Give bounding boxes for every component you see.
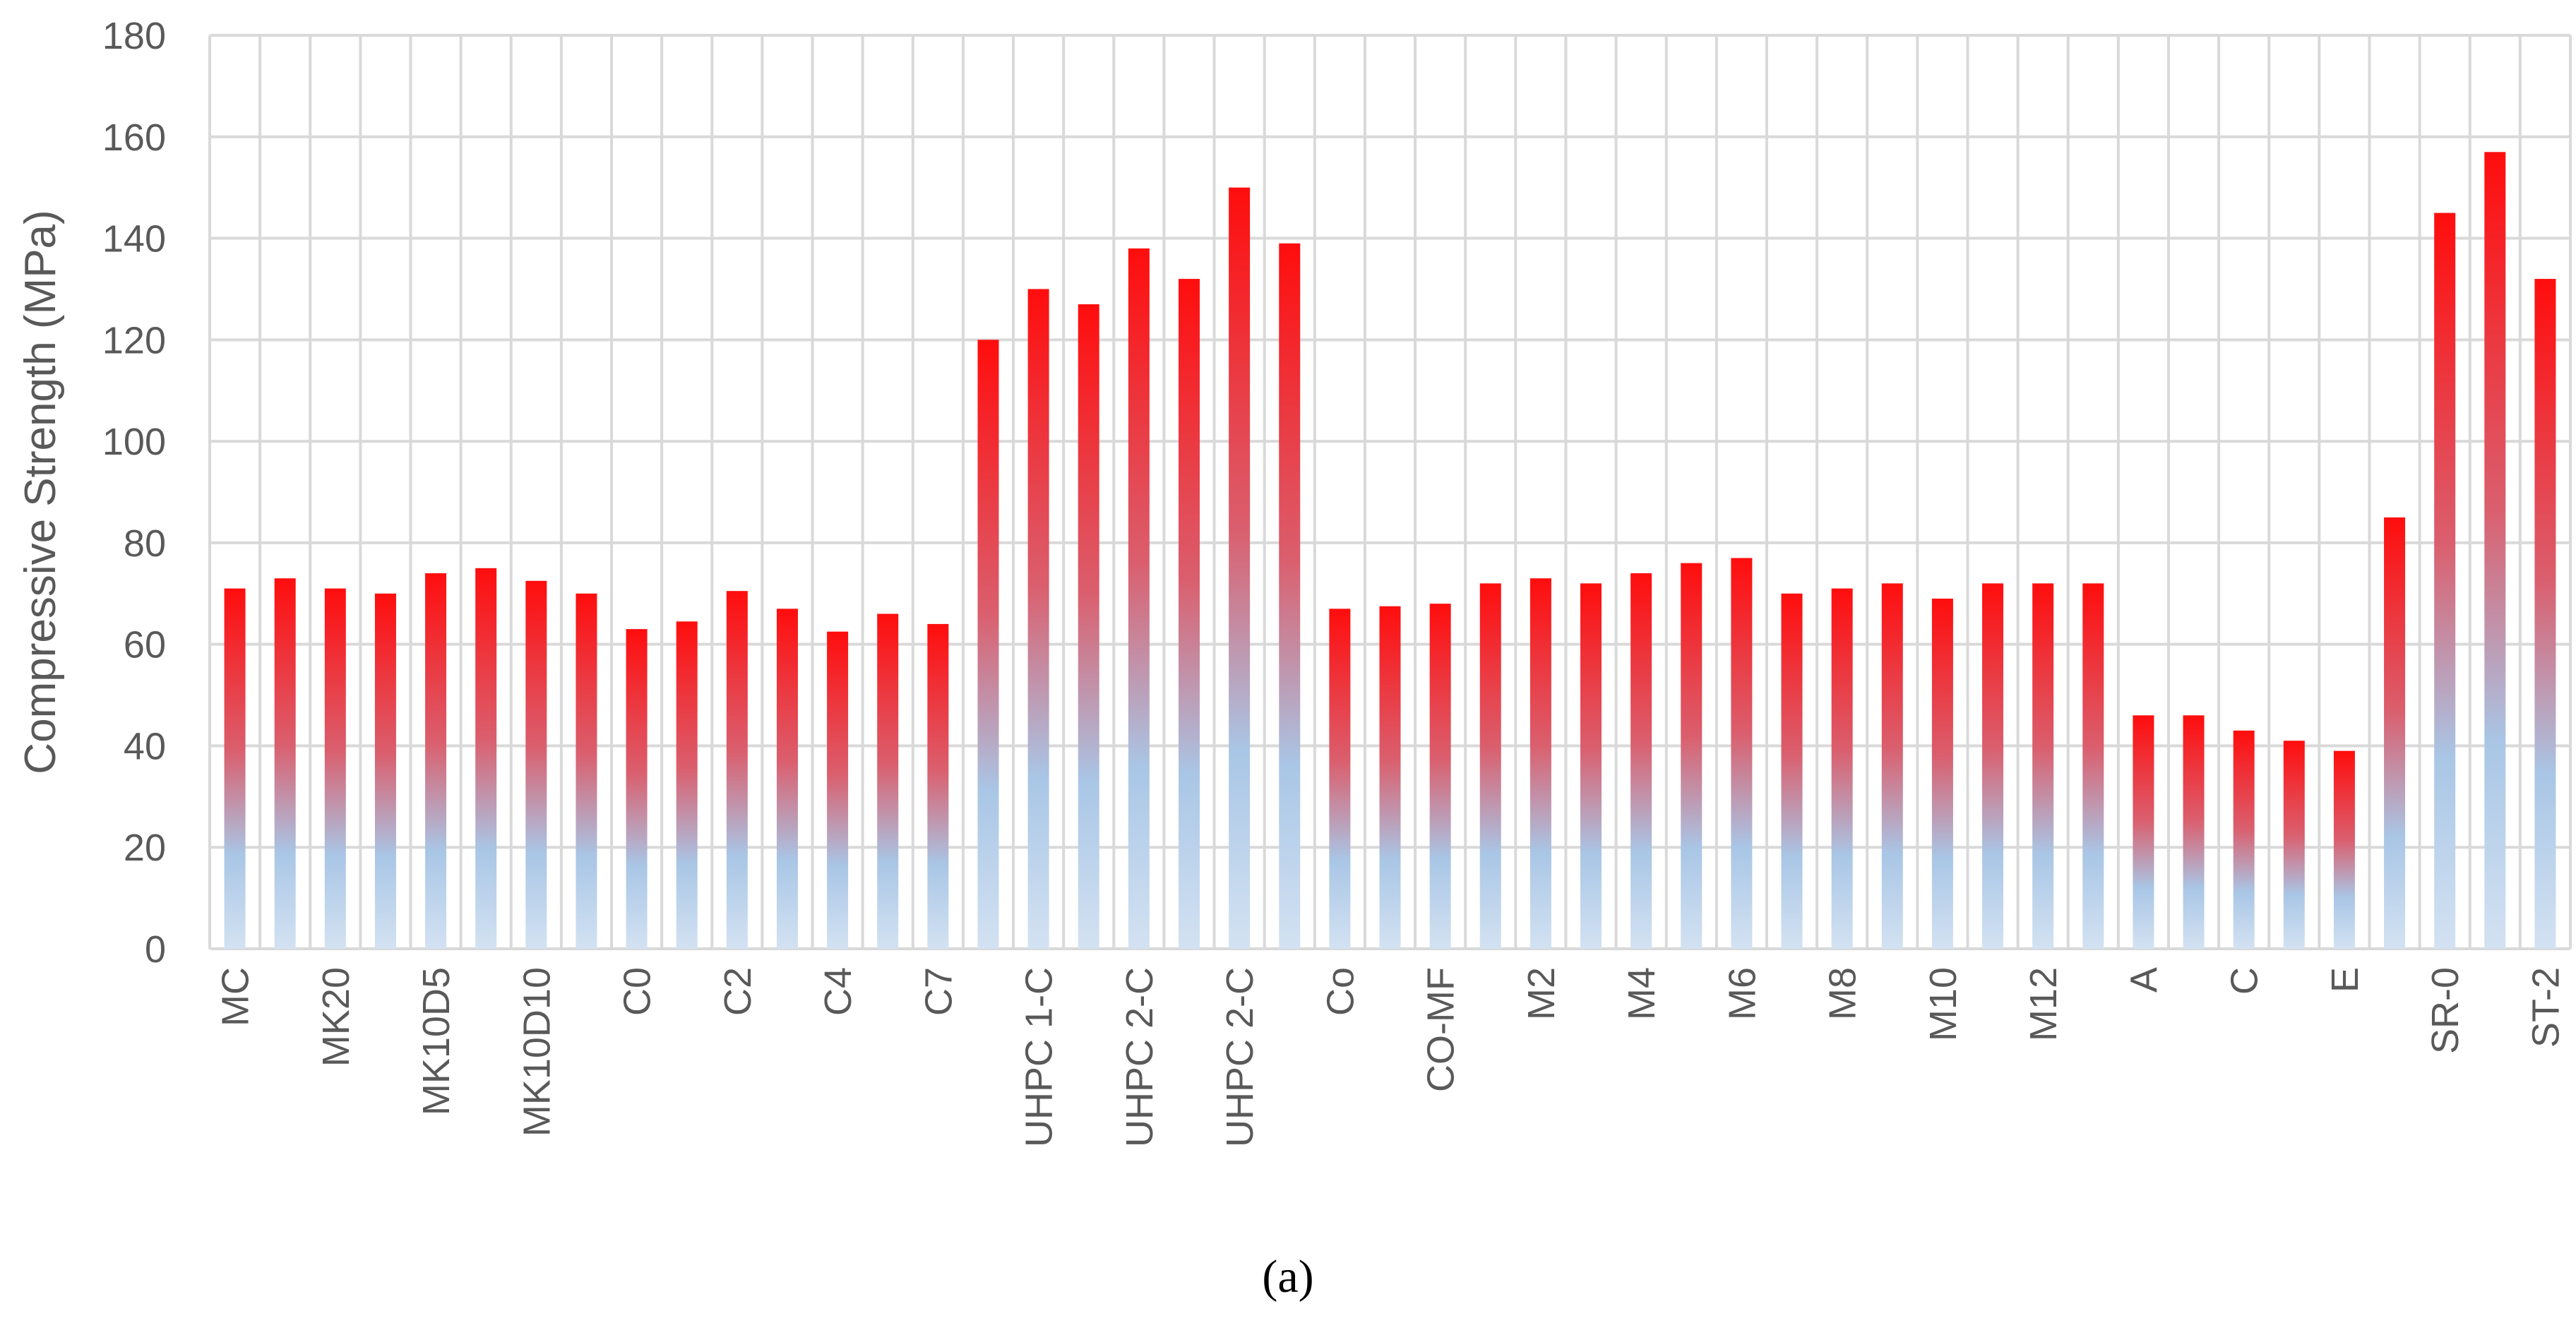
x-tick-label: C4: [817, 967, 859, 1016]
bar: [2233, 730, 2255, 949]
bar: [324, 588, 346, 949]
y-tick-label: 140: [102, 218, 166, 260]
bar: [726, 591, 748, 949]
bar: [576, 593, 597, 949]
gridlines: [208, 34, 2572, 950]
x-tick-label: M4: [1621, 967, 1663, 1020]
bar: [977, 340, 999, 949]
x-tick-label: MK10D10: [515, 967, 558, 1137]
bar: [1329, 609, 1351, 949]
x-tick-label: M2: [1520, 967, 1563, 1020]
bar: [2333, 750, 2355, 949]
bar: [1831, 588, 1853, 949]
bar: [1630, 573, 1652, 949]
x-tick-label: MK20: [315, 967, 357, 1067]
x-tick-label: MK10D5: [415, 967, 458, 1115]
y-axis-title: Compressive Strength (MPa): [16, 210, 65, 774]
x-tick-label: A: [2123, 967, 2165, 993]
y-tick-label: 20: [124, 827, 166, 869]
bar: [1379, 606, 1401, 949]
bar: [525, 580, 547, 949]
bar: [676, 621, 698, 949]
bar: [374, 593, 396, 949]
bar: [1580, 583, 1602, 949]
bar: [1881, 583, 1903, 949]
bar: [2032, 583, 2054, 949]
bar: [1229, 187, 1251, 949]
y-tick-label: 40: [124, 725, 166, 767]
bar: [1128, 248, 1150, 949]
y-axis-ticks: 0 20 40 60 80 100 120 140 160 180: [102, 15, 166, 971]
bar: [1429, 604, 1451, 949]
bar: [274, 578, 296, 949]
x-tick-label: UHPC 2-C: [1219, 967, 1261, 1147]
y-tick-label: 160: [102, 116, 166, 159]
bar: [1781, 593, 1803, 949]
bar: [1931, 598, 1953, 949]
x-tick-label: SR-0: [2424, 967, 2467, 1054]
bar: [626, 629, 648, 949]
x-tick-label: M6: [1721, 967, 1763, 1020]
bar: [1731, 558, 1753, 949]
bar: [1279, 243, 1301, 949]
x-tick-label: M10: [1922, 967, 1964, 1041]
x-tick-label: M12: [2022, 967, 2065, 1041]
bar: [1982, 583, 2004, 949]
bars: [224, 152, 2556, 949]
y-tick-label: 180: [102, 15, 166, 57]
bar: [1681, 563, 1703, 949]
x-tick-label: C2: [717, 967, 759, 1016]
bar: [224, 588, 246, 949]
bar: [1178, 279, 1200, 949]
x-tick-label: E: [2324, 967, 2366, 993]
bar: [2434, 212, 2456, 949]
bar: [1479, 583, 1501, 949]
x-tick-label: C0: [616, 967, 659, 1016]
bar: [877, 613, 899, 949]
x-tick-label: C: [2224, 967, 2266, 995]
x-tick-label: UHPC 2-C: [1119, 967, 1161, 1147]
bar: [827, 631, 849, 949]
y-tick-label: 0: [145, 928, 166, 971]
x-tick-label: ST-2: [2524, 967, 2567, 1048]
bar: [2384, 517, 2406, 949]
x-tick-label: MC: [215, 967, 257, 1026]
bar: [2133, 715, 2154, 949]
y-tick-label: 120: [102, 319, 166, 361]
x-tick-label: UHPC 1-C: [1018, 967, 1061, 1147]
bar: [475, 568, 497, 949]
bar: [1078, 304, 1099, 949]
x-tick-label: CO-MF: [1420, 967, 1462, 1092]
bar: [927, 623, 949, 949]
bar: [1027, 289, 1049, 949]
panel-caption: (a): [1262, 1251, 1313, 1302]
bar: [425, 573, 447, 949]
x-tick-label: C7: [917, 967, 960, 1016]
bar: [2082, 583, 2104, 949]
bar: [2534, 279, 2556, 949]
bar: [2183, 715, 2205, 949]
bar: [776, 609, 798, 949]
y-tick-label: 100: [102, 421, 166, 463]
x-tick-label: Co: [1319, 967, 1361, 1016]
y-tick-label: 80: [124, 522, 166, 565]
y-tick-label: 60: [124, 624, 166, 666]
x-tick-label: M8: [1822, 967, 1864, 1020]
bar: [2484, 152, 2506, 949]
bar: [2283, 741, 2305, 949]
bar: [1530, 578, 1551, 949]
x-axis-ticks: MC MK20 MK10D5 MK10D10 C0 C2 C4 C7 UHPC 1-C UHPC …: [215, 967, 2568, 1147]
